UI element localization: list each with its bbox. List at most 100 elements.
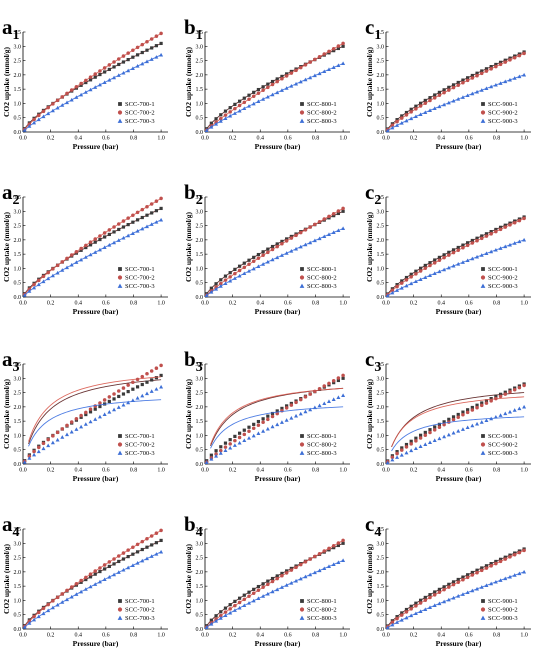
panel-label-letter: b (184, 347, 196, 371)
data-point (479, 71, 484, 76)
data-point (144, 391, 149, 396)
data-point (336, 44, 341, 48)
data-point (470, 405, 474, 410)
legend-item: SCC-900-1 (481, 433, 518, 440)
data-point (102, 563, 107, 567)
data-point (159, 363, 163, 368)
data-point (418, 269, 423, 273)
data-point (508, 56, 512, 60)
data-point (432, 603, 437, 608)
data-point (83, 255, 88, 259)
legend-label: SCC-800-1 (307, 266, 337, 273)
data-point (159, 206, 163, 211)
data-point (237, 273, 242, 278)
data-point (479, 253, 484, 257)
data-point (266, 250, 270, 255)
y-tick-label: 1.5 (377, 419, 385, 425)
x-tick-label: 0.4 (256, 633, 264, 639)
data-point (409, 607, 413, 611)
legend-marker (300, 267, 304, 271)
panel-label: a4 (2, 512, 20, 540)
data-point (280, 239, 284, 244)
data-point (219, 445, 223, 449)
data-point (93, 75, 97, 79)
legend-item: SCC-800-1 (300, 433, 337, 440)
data-point (37, 278, 41, 283)
data-point (465, 590, 470, 595)
data-point (126, 383, 130, 387)
data-point (433, 258, 437, 262)
data-point (93, 250, 98, 254)
data-point (508, 388, 512, 392)
data-point (442, 102, 447, 107)
data-point (409, 107, 413, 111)
data-point (51, 267, 55, 271)
data-point (270, 244, 275, 249)
data-point (289, 580, 294, 585)
data-point (285, 569, 289, 573)
data-point (51, 434, 55, 438)
data-point (289, 403, 294, 407)
data-point (437, 90, 442, 94)
data-point (451, 248, 456, 252)
data-point (279, 585, 284, 589)
data-point (74, 260, 79, 264)
data-point (475, 73, 479, 78)
data-point (479, 236, 484, 241)
data-point (312, 73, 317, 78)
data-point (140, 207, 145, 212)
data-point (466, 241, 470, 245)
legend-item: SCC-900-3 (480, 450, 518, 457)
data-point (223, 445, 228, 449)
chart-panel-a2: 0.0 0.5 1.0 1.5 2.0 2.5 3.0 3.5 0.0 0.2 0.4 0.6 0.8 1… (2, 180, 168, 316)
legend-marker (299, 607, 305, 612)
data-point (418, 266, 423, 270)
data-point (470, 573, 475, 577)
data-point (517, 571, 522, 576)
data-point (32, 614, 36, 619)
data-point (512, 76, 517, 80)
data-point (508, 553, 512, 557)
data-point (228, 442, 232, 446)
data-point (251, 426, 256, 430)
data-point (395, 450, 399, 454)
data-point (294, 578, 299, 583)
x-tick-label: 0.8 (493, 468, 501, 474)
y-tick-label: 1.5 (14, 419, 22, 425)
data-point (446, 597, 451, 602)
x-tick-label: 1.0 (157, 633, 165, 639)
data-point (508, 555, 512, 559)
data-point (390, 455, 395, 460)
x-tick-label: 0.0 (382, 633, 390, 639)
data-point (223, 613, 228, 618)
data-point (145, 205, 149, 209)
data-point (322, 384, 327, 388)
panel-label-subscript: 2 (196, 193, 203, 208)
y-tick-label: 2.0 (196, 73, 204, 79)
legend-item: SCC-700-1 (118, 101, 155, 108)
data-point (489, 564, 493, 568)
data-point (451, 595, 456, 600)
legend-item: SCC-900-2 (480, 110, 518, 117)
data-point (298, 562, 303, 567)
data-point (298, 411, 303, 416)
data-point (336, 63, 341, 68)
y-tick-label: 3.5 (196, 195, 204, 201)
y-tick-label: 0.5 (14, 613, 22, 619)
data-point (493, 82, 498, 87)
data-point (456, 97, 461, 101)
data-point (121, 386, 126, 390)
data-point (447, 85, 451, 89)
data-point (461, 243, 465, 247)
x-tick-label: 0.2 (229, 468, 237, 474)
x-tick-label: 0.4 (74, 301, 82, 307)
data-point (395, 119, 399, 124)
data-point (437, 269, 442, 274)
data-point (233, 102, 237, 106)
data-point (232, 276, 237, 280)
x-tick-label: 0.6 (102, 136, 110, 142)
data-point (219, 448, 223, 453)
data-point (275, 587, 280, 592)
x-tick-label: 1.0 (157, 468, 165, 474)
data-point (51, 599, 55, 603)
